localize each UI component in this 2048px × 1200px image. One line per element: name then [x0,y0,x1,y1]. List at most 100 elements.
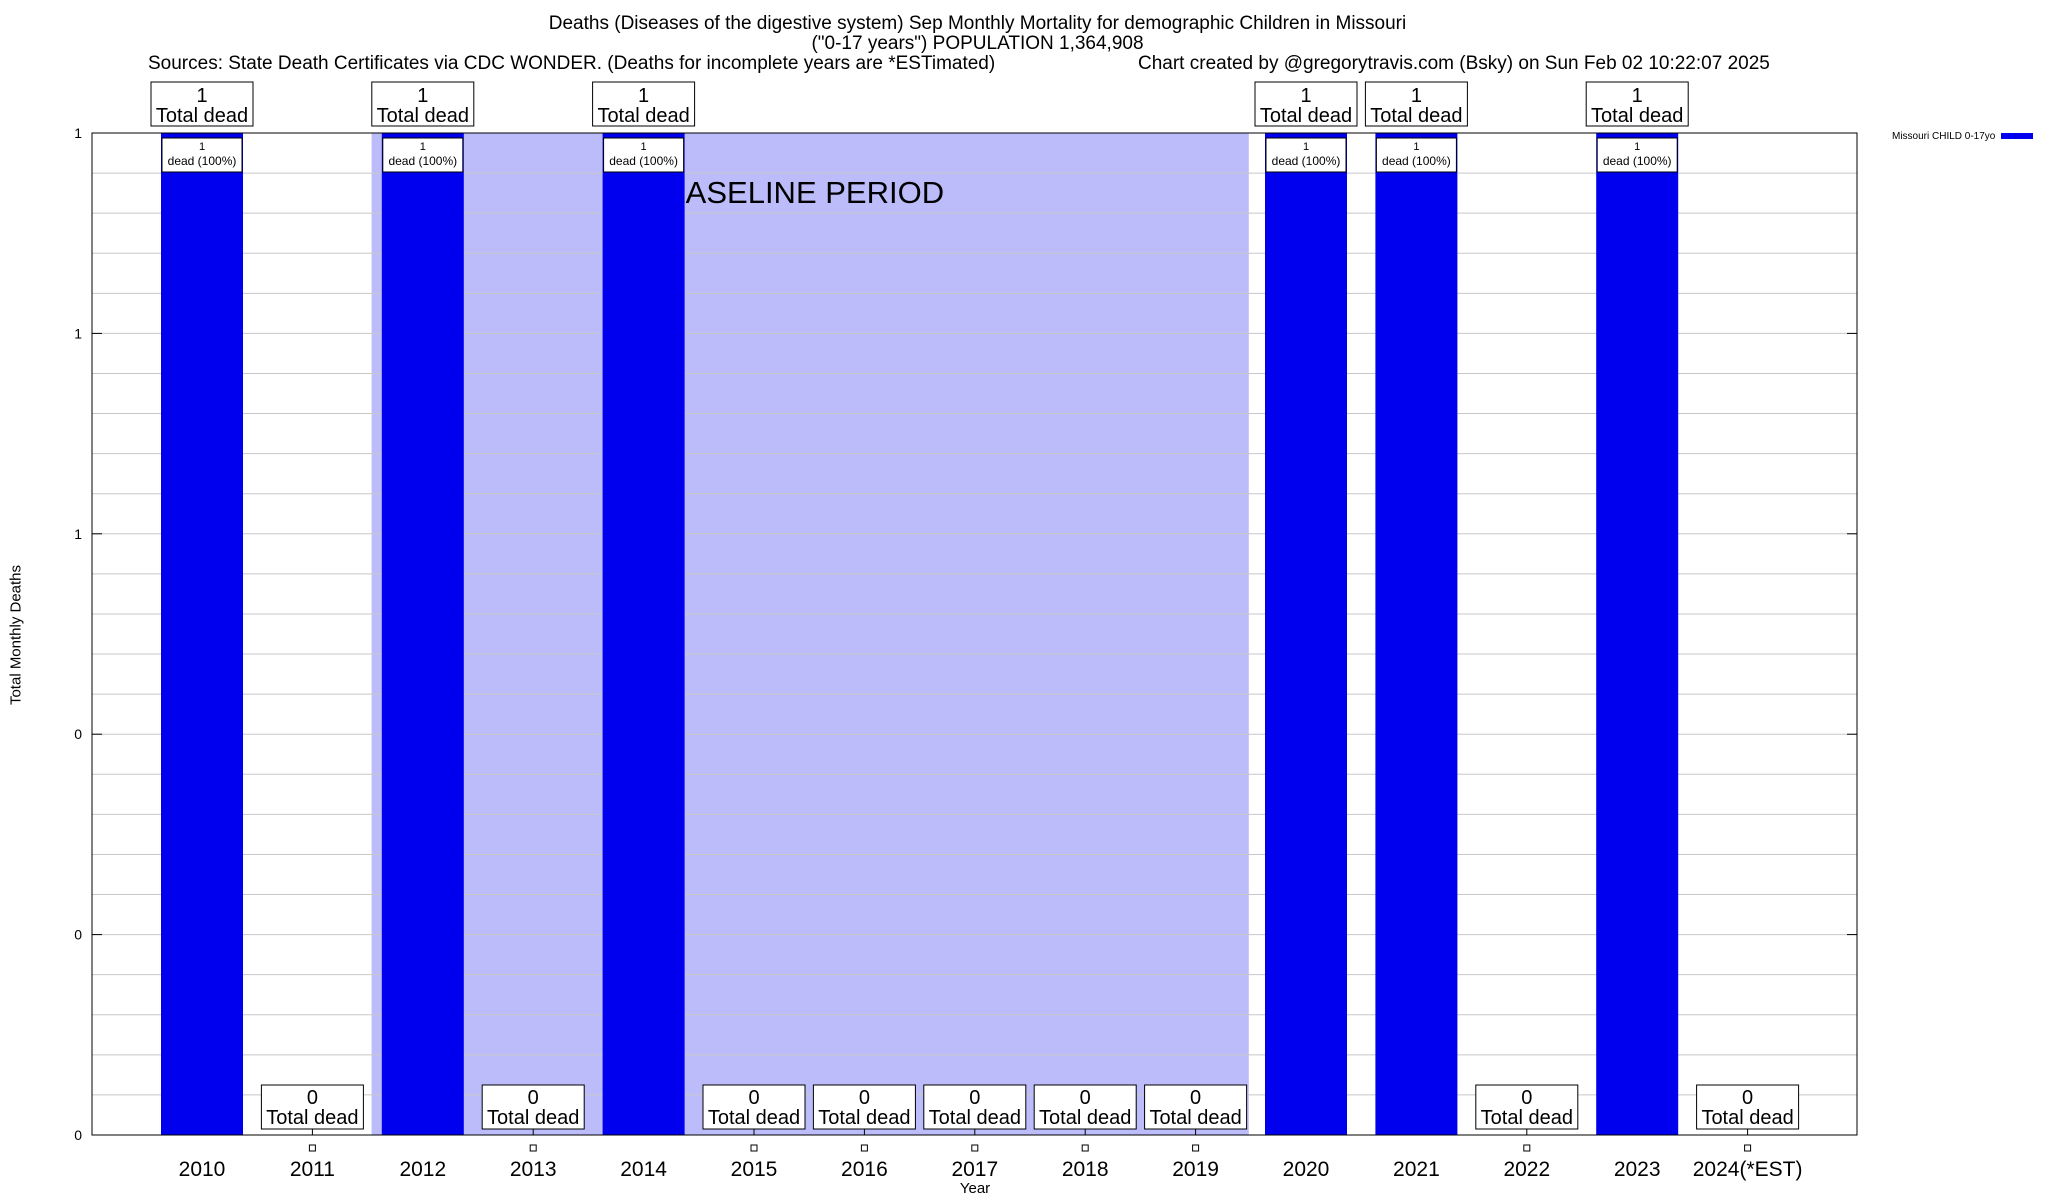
total-value: 0 [1080,1087,1091,1109]
bar-inner-label: dead (100%) [168,154,237,168]
total-label: Total dead [266,1107,358,1129]
total-label-box [923,1084,1027,1130]
bar [1375,133,1458,1135]
total-label-box [1144,1084,1248,1130]
total-label-box [1696,1084,1800,1130]
zero-point-marker [1744,1144,1752,1152]
x-tick-label: 2011 [290,1158,335,1181]
x-tick-label: 2012 [399,1158,446,1181]
baseline-period-label: BASELINE PERIOD [665,175,944,210]
y-axis-label-wrap: Total Monthly Deaths [6,560,26,710]
x-tick-label: 2020 [1283,1158,1330,1181]
zero-point-marker [1192,1144,1200,1152]
total-label: Total dead [818,1107,910,1129]
zero-point-marker [308,1144,316,1152]
chart-title: Deaths (Diseases of the digestive system… [548,13,1407,34]
total-value: 0 [969,1087,980,1109]
bar-inner-label-box [1596,137,1678,173]
baseline-period-band [371,133,1249,1135]
zero-point-marker [860,1144,868,1152]
x-axis-label: Year [959,1180,991,1197]
total-value: 0 [859,1087,870,1109]
bar-inner-value: 1 [420,141,426,153]
credit-note: Chart created by @gregorytravis.com (Bsk… [1138,53,1770,74]
total-value: 0 [307,1087,318,1109]
bar-inner-value: 1 [1634,141,1640,153]
bar-inner-value: 1 [199,141,205,153]
total-value: 1 [417,85,428,107]
total-label-box [260,1084,364,1130]
bar [381,133,464,1135]
x-tick-label: 2017 [951,1158,998,1181]
total-label-box [1585,81,1689,127]
total-label: Total dead [1701,1107,1793,1129]
total-label: Total dead [487,1107,579,1129]
legend-swatch [2001,133,2034,140]
total-label: Total dead [1260,105,1352,127]
total-label: Total dead [929,1107,1021,1129]
total-label: Total dead [1149,1107,1241,1129]
x-tick-label: 2018 [1062,1158,1109,1181]
zero-point-marker [971,1144,979,1152]
total-label-box [150,81,254,127]
total-label: Total dead [156,105,248,127]
x-tick-label: 2010 [179,1158,226,1181]
x-tick-label: 2024(*EST) [1693,1158,1803,1181]
total-value: 1 [1300,85,1311,107]
legend-label: Missouri CHILD 0-17yo [1892,131,1996,142]
total-label-box [812,1084,916,1130]
bar-inner-value: 1 [641,141,647,153]
bar [1596,133,1679,1135]
x-tick-label: 2013 [510,1158,557,1181]
x-tick-label: 2019 [1172,1158,1219,1181]
bar-inner-label-box [161,137,243,173]
total-label: Total dead [597,105,689,127]
total-label-box [1254,81,1358,127]
total-label: Total dead [1591,105,1683,127]
x-tick-label: 2023 [1614,1158,1661,1181]
bar-inner-label: dead (100%) [609,154,678,168]
y-tick-label: 0 [74,726,82,742]
y-tick-label: 1 [74,325,82,341]
y-tick-label: 0 [74,1127,82,1143]
total-label-box [1364,81,1468,127]
bar-inner-label-box [1265,137,1347,173]
zero-point-marker [750,1144,758,1152]
total-value: 1 [1411,85,1422,107]
total-label: Total dead [708,1107,800,1129]
total-label: Total dead [1481,1107,1573,1129]
y-tick-label: 1 [74,125,82,141]
bar [161,133,243,1135]
bar [602,133,685,1135]
y-tick-label: 1 [74,526,82,542]
total-value: 0 [1190,1087,1201,1109]
plot-frame [91,132,1858,1136]
total-label-box [1033,1084,1137,1130]
chart-subtitle: ("0-17 years") POPULATION 1,364,908 [811,33,1144,54]
bar-inner-value: 1 [1413,141,1419,153]
bar-inner-label-box [603,137,685,173]
y-tick-label: 0 [74,927,82,943]
bar-inner-label-box [1375,137,1457,173]
bar-inner-label: dead (100%) [1382,154,1451,168]
total-label-box [481,1084,585,1130]
x-tick-label: 2014 [620,1158,667,1181]
legend: Missouri CHILD 0-17yo [1892,131,2034,142]
bar-inner-value: 1 [1303,141,1309,153]
total-label: Total dead [1370,105,1462,127]
x-tick-label: 2021 [1393,1158,1440,1181]
zero-point-marker [529,1144,537,1152]
total-value: 0 [1521,1087,1532,1109]
sources-note: Sources: State Death Certificates via CD… [148,53,996,74]
x-tick-label: 2016 [841,1158,888,1181]
total-label-box [1475,1084,1579,1130]
bar [1265,133,1347,1135]
total-value: 1 [1632,85,1643,107]
x-tick-label: 2015 [731,1158,778,1181]
y-axis-label: Total Monthly Deaths [7,564,25,706]
total-label-box [592,81,696,127]
total-value: 1 [638,85,649,107]
zero-point-marker [1081,1144,1089,1152]
x-tick-label: 2022 [1503,1158,1550,1181]
